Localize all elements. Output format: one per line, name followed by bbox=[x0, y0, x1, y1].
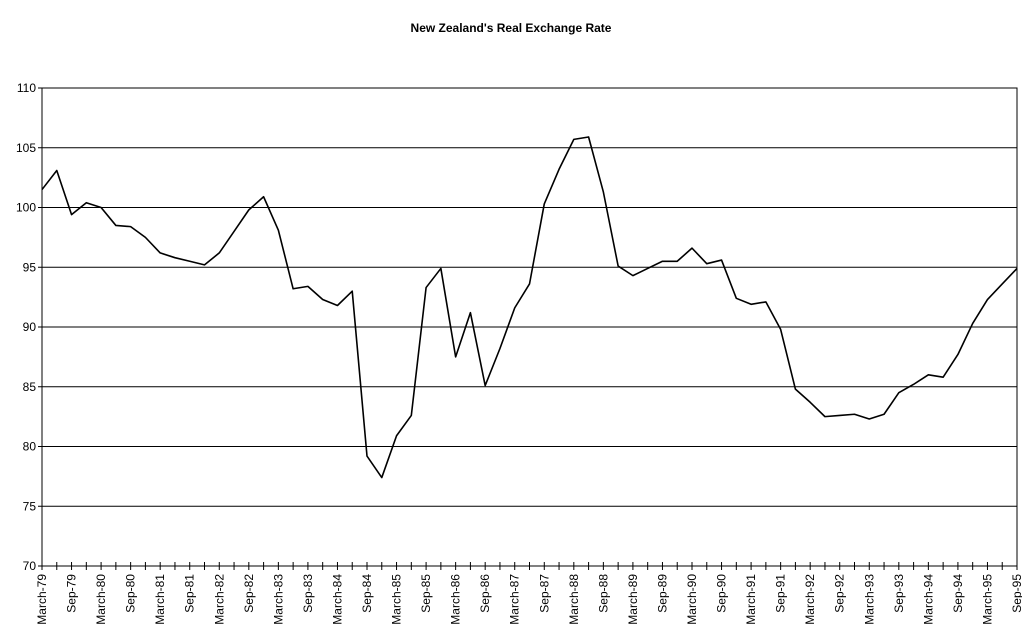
y-tick-label: 110 bbox=[17, 81, 36, 95]
data-line bbox=[41, 136, 1018, 479]
x-tick-label: Sep-80 bbox=[124, 574, 138, 613]
x-tick-label: March-79 bbox=[35, 574, 49, 625]
x-tick-label: March-87 bbox=[508, 574, 522, 625]
x-tick-label: Sep-90 bbox=[715, 574, 729, 613]
x-tick-label: March-90 bbox=[685, 574, 699, 625]
y-tick-label: 90 bbox=[23, 320, 37, 334]
x-tick-label: March-88 bbox=[567, 574, 581, 625]
x-tick-label: March-84 bbox=[330, 574, 344, 625]
x-tick-label: Sep-95 bbox=[1010, 574, 1022, 613]
x-tick-label: Sep-84 bbox=[360, 574, 374, 613]
x-tick-label: March-95 bbox=[980, 574, 994, 625]
x-tick-label: Sep-93 bbox=[892, 574, 906, 613]
x-tick-label: March-94 bbox=[921, 574, 935, 625]
x-tick-label: Sep-85 bbox=[419, 574, 433, 613]
x-tick-label: Sep-86 bbox=[478, 574, 492, 613]
x-tick-label: March-89 bbox=[626, 574, 640, 625]
y-tick-label: 85 bbox=[23, 380, 37, 394]
x-tick-label: Sep-83 bbox=[301, 574, 315, 613]
x-tick-label: March-85 bbox=[390, 574, 404, 625]
y-tick-label: 70 bbox=[23, 559, 37, 573]
x-tick-label: March-83 bbox=[271, 574, 285, 625]
x-tick-label: Sep-79 bbox=[65, 574, 79, 613]
x-tick-label: March-82 bbox=[212, 574, 226, 625]
chart-title: New Zealand's Real Exchange Rate bbox=[411, 21, 612, 35]
x-tick-label: Sep-81 bbox=[183, 574, 197, 613]
x-tick-label: March-91 bbox=[744, 574, 758, 625]
y-tick-label: 105 bbox=[16, 141, 36, 155]
x-tick-label: March-92 bbox=[803, 574, 817, 625]
x-tick-label: Sep-88 bbox=[596, 574, 610, 613]
y-tick-label: 75 bbox=[23, 499, 37, 513]
x-tick-label: Sep-82 bbox=[242, 574, 256, 613]
x-tick-label: March-80 bbox=[94, 574, 108, 625]
x-tick-label: Sep-92 bbox=[833, 574, 847, 613]
x-tick-label: March-93 bbox=[862, 574, 876, 625]
x-tick-label: March-86 bbox=[449, 574, 463, 625]
x-tick-label: March-81 bbox=[153, 574, 167, 625]
x-tick-label: Sep-89 bbox=[655, 574, 669, 613]
y-tick-label: 100 bbox=[16, 201, 36, 215]
y-tick-label: 80 bbox=[23, 440, 37, 454]
x-tick-label: Sep-94 bbox=[951, 574, 965, 613]
x-tick-label: Sep-87 bbox=[537, 574, 551, 613]
x-tick-label: Sep-91 bbox=[774, 574, 788, 613]
y-tick-label: 95 bbox=[23, 260, 37, 274]
